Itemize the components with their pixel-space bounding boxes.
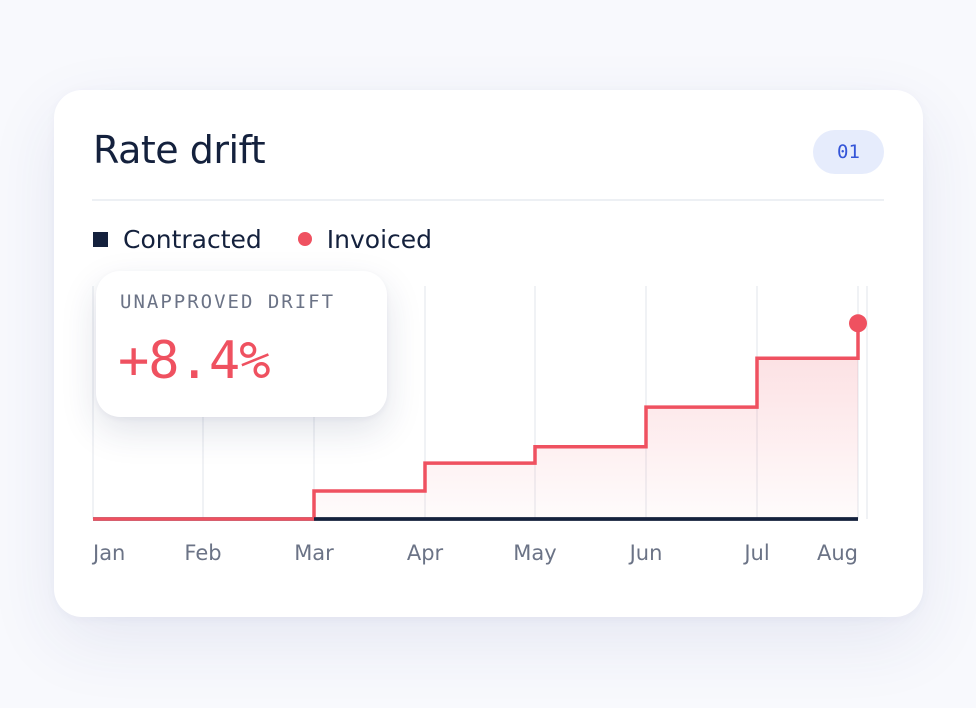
drift-tooltip: UNAPPROVED DRIFT +8.4%: [96, 271, 387, 417]
x-tick-label-mar: Mar: [294, 541, 334, 565]
invoiced-area-fill: [314, 358, 858, 519]
invoiced-dot-icon: [297, 232, 312, 246]
header-divider: [92, 199, 884, 201]
chart-legend: Contracted Invoiced: [93, 221, 432, 257]
tooltip-label: UNAPPROVED DRIFT: [120, 291, 336, 313]
rate-drift-chart: Jan Feb Mar Apr May Jun Jul Aug: [91, 286, 868, 565]
x-tick-label-jun: Jun: [628, 541, 663, 565]
x-tick-label-apr: Apr: [407, 541, 444, 565]
x-tick-label-aug: Aug: [817, 541, 858, 565]
legend-item-invoiced: Invoiced: [297, 224, 433, 254]
legend-label-invoiced: Invoiced: [326, 224, 433, 254]
invoiced-point-aug: [849, 314, 867, 333]
contracted-swatch-icon: [93, 231, 108, 247]
tooltip-value: +8.4%: [118, 331, 271, 391]
invoiced-area: [314, 358, 858, 519]
card-index-badge: 01: [813, 130, 884, 174]
x-tick-label-feb: Feb: [184, 541, 221, 565]
x-tick-label-may: May: [513, 541, 556, 565]
x-axis-tick-labels: Jan Feb Mar Apr May Jun Jul Aug: [91, 541, 858, 565]
card-title: Rate drift: [93, 128, 266, 172]
legend-item-contracted: Contracted: [93, 225, 262, 254]
invoiced-series-line: [93, 323, 860, 521]
series-lines: [93, 314, 867, 521]
rate-drift-card: Rate drift 01 Contracted Invoiced Jan Feb…: [54, 90, 923, 617]
x-tick-label-jul: Jul: [742, 541, 769, 565]
x-tick-label-jan: Jan: [91, 541, 125, 565]
legend-label-contracted: Contracted: [123, 224, 262, 254]
